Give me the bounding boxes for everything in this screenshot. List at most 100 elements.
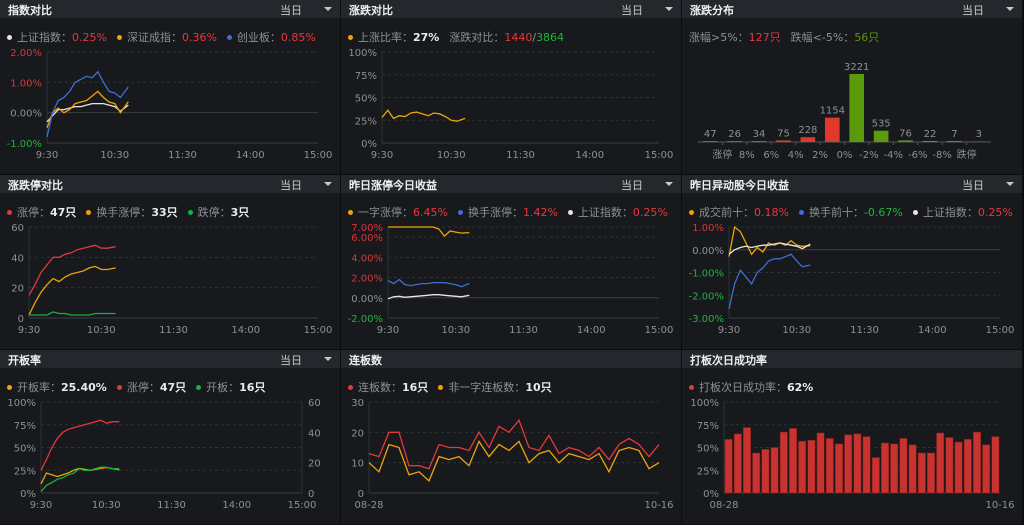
legend-dot-icon (187, 209, 193, 215)
x-tick-label: -8% (932, 150, 951, 161)
y-tick-label: 10 (351, 459, 364, 470)
y-tick-label: 25% (697, 466, 719, 477)
legend-item: 深证成指： 0.36% (116, 29, 217, 45)
legend-item: 开板： 16只 (196, 379, 265, 395)
period-dropdown-label: 当日 (621, 179, 643, 192)
period-dropdown[interactable]: 当日 (621, 177, 673, 193)
period-dropdown[interactable]: 当日 (280, 2, 332, 18)
x-tick-label: 14:00 (222, 500, 251, 511)
distribution-bar (849, 74, 865, 142)
y-tick-label: 6.00% (351, 233, 383, 244)
legend-item: 成交前十： 0.18% (689, 204, 789, 220)
panel-rise-fall-compare: 涨跌对比 当日 上涨比率： 27% 涨跌对比： 1440/3864 100% 75% 50% 25… (341, 0, 681, 174)
chevron-down-icon (1006, 7, 1014, 11)
legend-item: 创业板： 0.85% (226, 29, 316, 45)
legend-value: 16只 (402, 381, 429, 394)
period-dropdown-label: 当日 (962, 4, 984, 17)
period-dropdown[interactable]: 当日 (962, 177, 1014, 193)
legend-label: 涨幅>5%： (689, 31, 749, 44)
legend-dot-icon (348, 34, 353, 40)
x-tick-label: 10-16 (985, 500, 1014, 511)
legend-label: 上证指数： (922, 206, 978, 219)
distribution-bar (898, 140, 913, 142)
series-line-非一字连板数 (368, 440, 660, 483)
y-tick-label: 50% (355, 94, 377, 105)
x-tick-label: 10:30 (441, 325, 470, 336)
series-line-深证成指 (46, 90, 129, 129)
legend-value: 47只 (159, 381, 187, 394)
success-rate-bar (853, 433, 862, 494)
x-tick-label: 10:30 (87, 325, 116, 336)
x-tick-label: 08-28 (709, 500, 738, 511)
success-rate-bar (844, 434, 853, 494)
x-tick-label: 11:30 (509, 325, 538, 336)
legend-item: 涨停： 47只 (7, 204, 76, 220)
success-rate-bar (871, 457, 880, 494)
bar-value-label: 34 (753, 129, 766, 140)
panel-header: 指数对比 当日 (0, 0, 340, 18)
panel-yesterday-limit-up-return: 昨日涨停今日收益 当日 一字涨停： 6.45% 换手涨停： 1.42% 上证指数： 0.25%… (341, 175, 681, 349)
success-rate-bar (807, 439, 816, 494)
y-tick-label: 0% (703, 489, 719, 500)
legend-value: 0.36% (181, 30, 217, 44)
legend-value: 1.42% (522, 205, 558, 219)
x-tick-label: 2% (812, 150, 828, 161)
period-dropdown[interactable]: 当日 (280, 177, 332, 193)
y-tick-label: 20 (11, 284, 24, 295)
y-tick-label: 25% (355, 116, 377, 127)
series-line-涨停 (40, 419, 120, 471)
legend-value: 0.25% (72, 30, 107, 44)
x-tick-label: 11:30 (157, 500, 186, 511)
x-tick-label: 9:30 (36, 150, 58, 161)
legend-value: 62% (787, 380, 814, 394)
legend-label: 换手涨停： (467, 206, 523, 219)
legend-label: 涨停： (17, 206, 50, 219)
period-dropdown[interactable]: 当日 (621, 2, 673, 18)
legend-value: 1440 (504, 30, 533, 44)
legend-item: 跌停： 3只 (187, 204, 249, 220)
x-tick-label: 跌停 (957, 148, 977, 161)
panel-header: 昨日涨停今日收益 当日 (341, 175, 681, 193)
y-tick-label: 40 (11, 253, 24, 264)
bar-value-label: 3221 (844, 62, 869, 73)
period-dropdown-label: 当日 (280, 4, 302, 17)
distribution-bar (702, 141, 718, 142)
panel-title: 昨日异动股今日收益 (690, 179, 789, 192)
legend-dot-icon (7, 209, 12, 215)
legend-label: 跌停： (197, 206, 231, 219)
x-tick-label: 10:30 (437, 150, 466, 161)
panel-title: 涨跌分布 (690, 4, 734, 17)
x-tick-label: 10:30 (100, 150, 129, 161)
y-tick-label: 75% (14, 421, 36, 432)
x-tick-label: 9:30 (30, 500, 52, 511)
legend: 成交前十： 0.18% 换手前十： -0.67% 上证指数： 0.25% (689, 204, 1013, 220)
period-dropdown[interactable]: 当日 (962, 2, 1014, 18)
bar-value-label: 26 (728, 129, 741, 140)
legend-dot-icon (457, 209, 463, 215)
panel-title: 昨日涨停今日收益 (349, 179, 437, 192)
y-tick-label: 25% (14, 466, 36, 477)
bar-value-label: 1154 (820, 106, 845, 117)
y-tick-label: 50% (14, 444, 36, 455)
x-tick-label: 9:30 (371, 150, 393, 161)
chevron-down-icon (1006, 182, 1014, 186)
distribution-bar (947, 141, 962, 142)
bar-value-label: 7 (951, 129, 957, 140)
chart: 7.00%6.00% 4.00% 2.00% 0.00% -2.00%9:30 10:30… (348, 223, 674, 336)
chevron-down-icon (324, 7, 332, 11)
panel-header: 打板次日成功率 (682, 350, 1022, 368)
chevron-down-icon (324, 357, 332, 361)
series-line-一字涨停 (388, 226, 470, 238)
chevron-down-icon (324, 182, 332, 186)
series-line-跌停 (29, 311, 116, 316)
legend-dot-icon (86, 209, 92, 215)
legend-label: 成交前十： (699, 206, 754, 219)
y-tick-label: 4.00% (351, 253, 383, 264)
period-dropdown[interactable]: 当日 (280, 352, 332, 368)
legend-label: 连板数： (358, 381, 402, 394)
y2-tick-label: 0 (308, 489, 314, 500)
panel-limit-up-down-compare: 涨跌停对比 当日 涨停： 47只 换手涨停： 33只 跌停： 3只 60 40 20 0 9:30 10:… (0, 175, 340, 349)
success-rate-bar (862, 436, 871, 494)
series-line-换手涨停 (28, 265, 116, 316)
series-line-涨停 (28, 244, 116, 296)
